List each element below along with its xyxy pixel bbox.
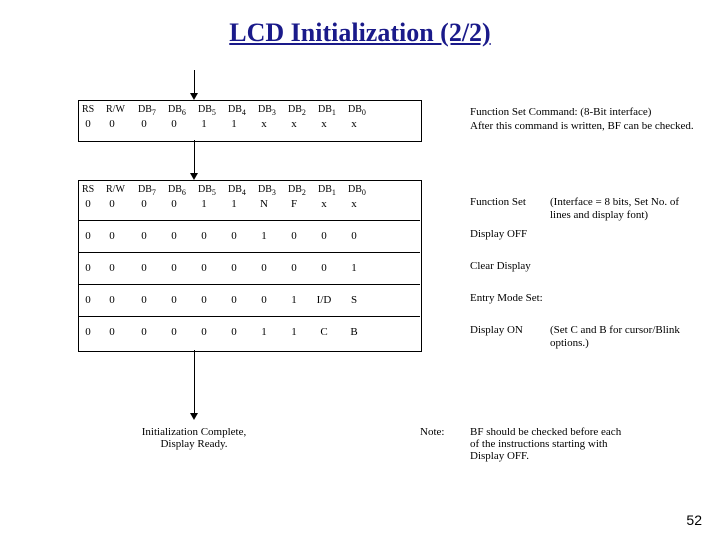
- arrow-2-head: [190, 173, 198, 180]
- arrow-1-line: [194, 70, 195, 94]
- arrow-3-line: [194, 350, 195, 414]
- completion-text: Initialization Complete,Display Ready.: [114, 426, 274, 450]
- note-block: Note:BF should be checked before eachof …: [420, 426, 621, 462]
- page-number: 52: [686, 512, 702, 528]
- arrow-1-head: [190, 93, 198, 100]
- arrow-2-line: [194, 140, 195, 174]
- arrow-3-head: [190, 413, 198, 420]
- page-title: LCD Initialization (2/2): [0, 18, 720, 48]
